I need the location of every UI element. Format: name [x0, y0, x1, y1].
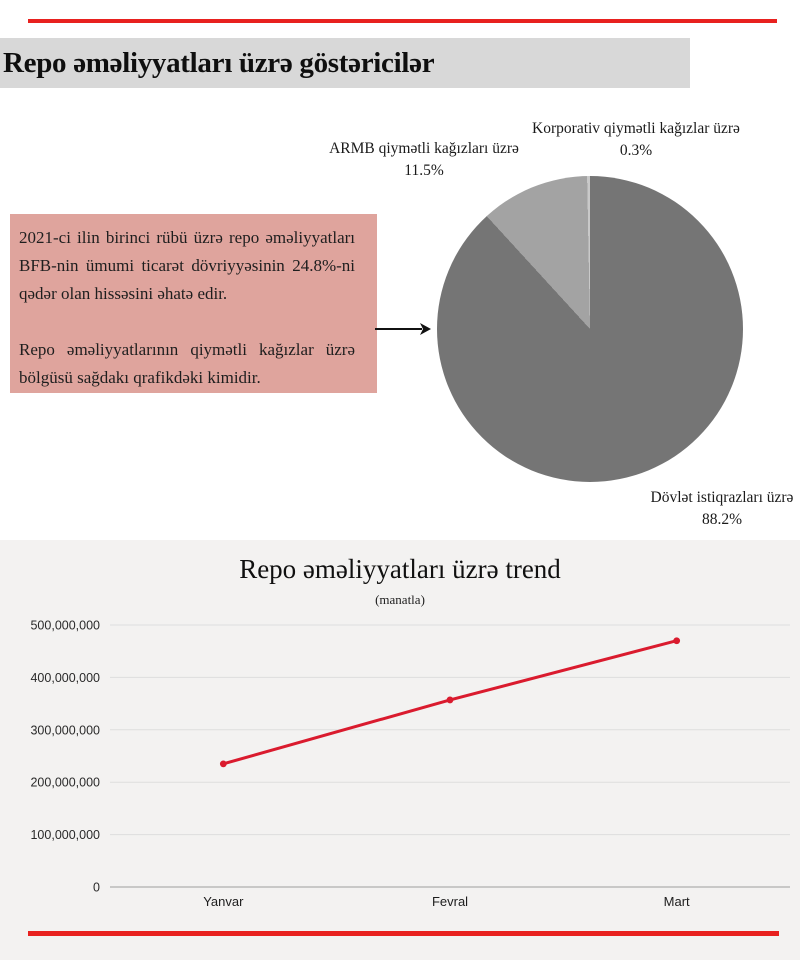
y-tick-label: 200,000,000 — [30, 776, 100, 790]
info-box: 2021-ci ilin birinci rübü üzrə repo əməl… — [10, 214, 377, 393]
pie-chart-section: ARMB qiymətli kağızları üzrə 11.5% Korpo… — [0, 88, 800, 540]
page-title: Repo əməliyyatları üzrə göstəricilər — [3, 46, 435, 79]
x-category-label: Fevral — [432, 894, 468, 909]
y-tick-label: 500,000,000 — [30, 619, 100, 633]
y-tick-label: 300,000,000 — [30, 723, 100, 737]
x-category-label: Mart — [664, 894, 690, 909]
pie-label-dovlet-text: Dövlət istiqrazları üzrə — [650, 489, 794, 506]
x-category-label: Yanvar — [203, 894, 244, 909]
line-chart: 0 100,000,000 200,000,000 300,000,000 400,00… — [30, 619, 790, 909]
info-paragraph-1: 2021-ci ilin birinci rübü üzrə repo əməl… — [19, 228, 355, 303]
trend-chart-subtitle: (manatla) — [375, 592, 425, 607]
trend-chart-title: Repo əməliyyatları üzrə trend — [239, 554, 561, 584]
pie-label-korporativ: Korporativ qiymətli kağızlar üzrə 0.3% — [476, 118, 796, 162]
pie-label-armb-text: ARMB qiymətli kağızları üzrə — [329, 140, 519, 157]
data-point-marker — [446, 696, 454, 704]
bottom-red-rule — [28, 931, 779, 936]
arrow-right-icon — [375, 323, 431, 335]
pie-label-armb: ARMB qiymətli kağızları üzrə 11.5% — [264, 138, 584, 182]
data-point-marker — [219, 760, 227, 768]
y-tick-label: 100,000,000 — [30, 828, 100, 842]
pie-label-dovlet: Dövlət istiqrazları üzrə 88.2% — [592, 487, 800, 531]
y-tick-label: 400,000,000 — [30, 671, 100, 685]
page-title-bar: Repo əməliyyatları üzrə göstəricilər — [0, 38, 690, 88]
pie-label-dovlet-pct: 88.2% — [701, 511, 743, 528]
pie-label-korporativ-text: Korporativ qiymətli kağızlar üzrə — [532, 120, 740, 137]
top-red-rule — [28, 19, 777, 23]
y-tick-label: 0 — [93, 881, 100, 895]
pie-chart — [437, 176, 743, 482]
pie-label-korporativ-pct: 0.3% — [619, 142, 653, 159]
pie-label-armb-pct: 11.5% — [404, 162, 444, 179]
info-paragraph-2: Repo əməliyyatlarının qiymətli kağızlar … — [19, 340, 355, 387]
data-point-marker — [673, 637, 681, 645]
trend-chart-section: 0 100,000,000 200,000,000 300,000,000 400,00… — [0, 540, 800, 960]
